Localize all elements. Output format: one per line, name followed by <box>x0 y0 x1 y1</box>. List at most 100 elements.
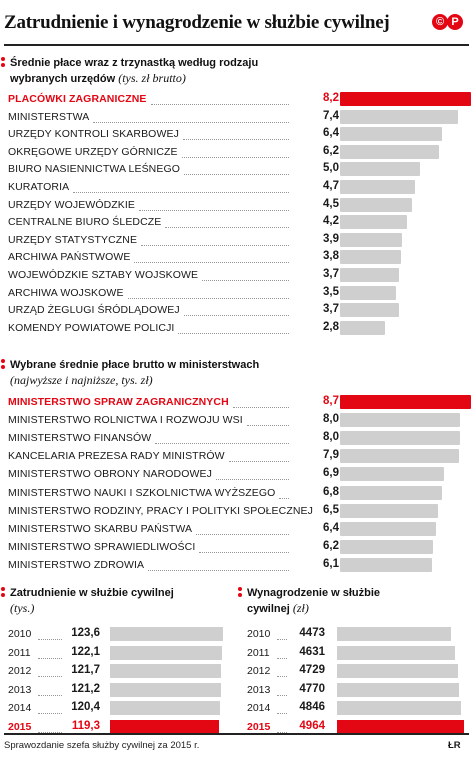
category-label: MINISTERSTWO SPRAWIEDLIWOŚCI <box>8 540 196 553</box>
bar <box>340 109 459 124</box>
category-label: PLACÓWKI ZAGRANICZNE <box>8 93 147 105</box>
chart-row: 2015 4964 <box>247 718 464 736</box>
category-label: MINISTERSTWO FINANSÓW <box>8 432 152 445</box>
leader-dots <box>246 425 289 427</box>
bar <box>340 268 400 282</box>
leader-dots <box>277 713 287 715</box>
bar <box>337 720 464 734</box>
bar <box>340 395 471 409</box>
chart-row: URZĘDY KONTROLI SKARBOWEJ 6,4 <box>8 125 463 143</box>
value-label: 6,2 <box>323 539 339 552</box>
chart-row: 2011 4631 <box>247 644 464 662</box>
value-label: 122,1 <box>71 645 100 658</box>
section3-title: Zatrudnienie w służbie cywilnej <box>10 587 174 599</box>
footer-rule <box>4 733 469 735</box>
p-logo-icon: P <box>447 14 463 30</box>
category-label: URZĄD ŻEGLUGI ŚRÓDLĄDOWEJ <box>8 304 180 317</box>
bar <box>340 180 416 194</box>
value-label: 3,7 <box>323 268 339 280</box>
chart-row: WOJEWÓDZKIE SZTABY WOJSKOWE 3,7 <box>8 266 463 284</box>
section4-title-line2: cywilnej <box>247 603 290 615</box>
category-label: KURATORIA <box>8 181 70 193</box>
author-credit: ŁR <box>448 740 461 751</box>
category-label: MINISTERSTWO NAUKI I SZKOLNICTWA WYŻSZEG… <box>8 486 276 499</box>
chart-row: 2012 121,7 <box>8 662 223 680</box>
chart-row: PLACÓWKI ZAGRANICZNE 8,2 <box>8 90 471 108</box>
section2-heading: Wybrane średnie płace brutto w ministers… <box>1 358 260 388</box>
chart-row: KANCELARIA PREZESA RADY MINISTRÓW 7,9 <box>8 447 463 465</box>
value-label: 4,7 <box>323 180 339 192</box>
year-label: 2014 <box>8 702 32 715</box>
year-label: 2010 <box>247 628 271 640</box>
bar <box>340 144 440 159</box>
bar <box>340 557 432 572</box>
section4-heading: Wynagrodzenie w służbie cywilnej (zł) <box>238 586 381 617</box>
year-label: 2012 <box>8 665 32 678</box>
chart-row: 2013 121,2 <box>8 681 223 699</box>
bar <box>337 645 456 660</box>
chart-row: 2014 4846 <box>247 699 464 717</box>
section2-title: Wybrane średnie płace brutto w ministers… <box>10 359 260 371</box>
chart-row: MINISTERSTWO ZDROWIA 6,1 <box>8 556 463 574</box>
leader-dots <box>279 497 289 499</box>
leader-dots <box>215 479 289 481</box>
bar <box>340 215 408 230</box>
chart-row: 2010 123,6 <box>8 625 223 643</box>
leader-dots <box>196 533 289 535</box>
chart-row: MINISTERSTWO FINANSÓW 8,0 <box>8 429 463 447</box>
chart-row: 2015 119,3 <box>8 718 223 736</box>
section4-title-line1: Wynagrodzenie w służbie <box>247 587 381 599</box>
chart-row: URZĄD ŻEGLUGI ŚRÓDLĄDOWEJ 3,7 <box>8 301 463 319</box>
bar <box>340 539 434 554</box>
page-title: Zatrudnienie i wynagrodzenie w służbie c… <box>4 12 390 33</box>
leader-dots <box>182 139 289 141</box>
category-label: KANCELARIA PREZESA RADY MINISTRÓW <box>8 450 225 463</box>
value-label: 6,1 <box>323 557 339 570</box>
bar <box>337 664 458 679</box>
chart-row: 2012 4729 <box>247 662 464 680</box>
leader-dots <box>38 676 62 678</box>
category-label: ARCHIWA PAŃSTWOWE <box>8 251 131 264</box>
bar <box>340 431 461 446</box>
category-label: WOJEWÓDZKIE SZTABY WOJSKOWE <box>8 269 199 281</box>
value-label: 8,7 <box>323 395 339 407</box>
leader-dots <box>73 192 289 193</box>
bar <box>337 701 461 716</box>
bar <box>340 250 401 265</box>
bar <box>110 720 220 734</box>
value-label: 6,8 <box>323 485 339 498</box>
category-label: URZĘDY WOJEWÓDZKIE <box>8 198 136 211</box>
bar <box>340 197 412 212</box>
leader-dots <box>181 156 289 158</box>
bullet-icon <box>238 587 244 598</box>
chart-row: 2010 4473 <box>247 625 464 643</box>
value-label: 121,7 <box>71 664 100 677</box>
value-label: 7,9 <box>323 449 339 462</box>
bar <box>110 645 222 660</box>
bar <box>110 682 221 697</box>
chart-row: ARCHIWA WOJSKOWE 3,5 <box>8 284 463 302</box>
value-label: 6,4 <box>323 127 339 140</box>
bar <box>340 413 461 428</box>
category-label: MINISTERSTWO ZDROWIA <box>8 558 145 571</box>
category-label: MINISTERSTWO SKARBU PAŃSTWA <box>8 522 193 535</box>
year-label: 2013 <box>247 683 271 696</box>
leader-dots <box>127 297 289 299</box>
value-label: 8,0 <box>323 413 339 426</box>
category-label: CENTRALNE BIURO ŚLEDCZE <box>8 216 162 229</box>
chart-row: MINISTERSTWO OBRONY NARODOWEJ 6,9 <box>8 465 463 483</box>
year-label: 2015 <box>247 721 271 733</box>
value-label: 6,5 <box>323 503 339 516</box>
year-label: 2012 <box>247 665 271 678</box>
value-label: 6,9 <box>323 467 339 480</box>
section1-subtitle: (tys. zł brutto) <box>118 71 186 85</box>
bullet-icon <box>1 359 7 370</box>
leader-dots <box>141 244 289 246</box>
leader-dots <box>148 569 289 571</box>
value-label: 120,4 <box>71 701 100 714</box>
chart-row: MINISTERSTWO NAUKI I SZKOLNICTWA WYŻSZEG… <box>8 484 463 502</box>
chart-row: URZĘDY WOJEWÓDZKIE 4,5 <box>8 196 463 214</box>
section3-heading: Zatrudnienie w służbie cywilnej (tys.) <box>1 586 174 616</box>
leader-dots <box>277 639 287 640</box>
category-label: MINISTERSTWA <box>8 110 90 123</box>
